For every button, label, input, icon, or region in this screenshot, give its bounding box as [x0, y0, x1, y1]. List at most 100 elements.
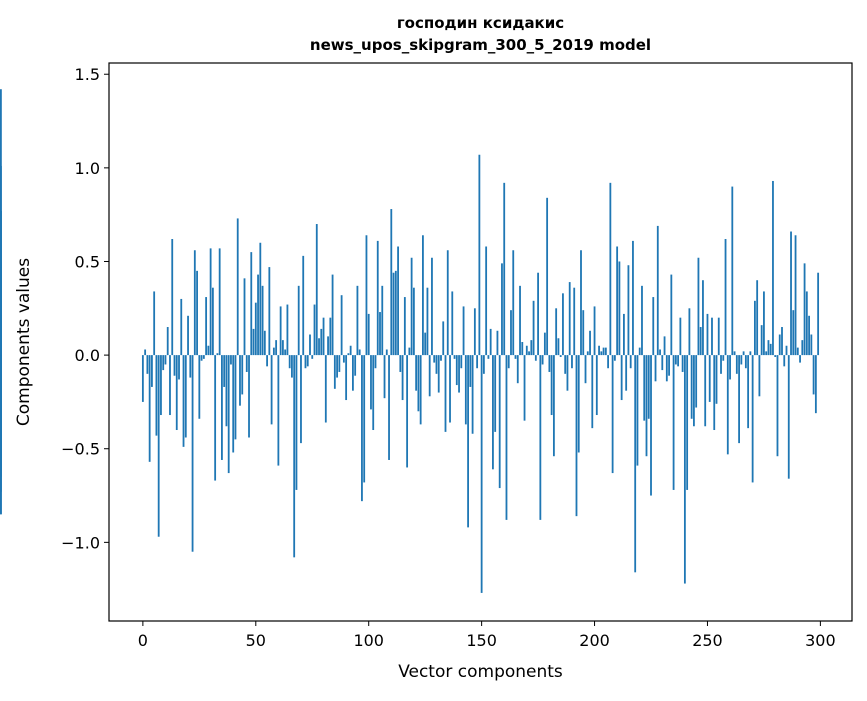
- bar: [266, 355, 268, 367]
- bar: [708, 355, 711, 402]
- bar: [665, 355, 668, 382]
- bar: [433, 355, 436, 363]
- bar: [591, 355, 594, 429]
- x-tick-label: 0: [138, 631, 148, 650]
- bar: [198, 355, 201, 419]
- bar: [171, 239, 174, 356]
- bar: [686, 355, 689, 490]
- bar: [817, 272, 820, 356]
- bar: [803, 263, 806, 356]
- bar: [546, 197, 549, 356]
- bar: [636, 355, 639, 466]
- bar: [751, 355, 754, 483]
- bar: [286, 304, 289, 356]
- bar: [485, 246, 488, 356]
- bar: [322, 317, 325, 356]
- bar: [487, 355, 490, 359]
- bar: [408, 347, 411, 356]
- bar: [801, 340, 804, 356]
- bar: [733, 351, 736, 356]
- bar: [744, 355, 747, 369]
- bar: [724, 239, 727, 356]
- bar: [453, 355, 456, 359]
- bar: [338, 355, 341, 372]
- bar: [541, 355, 544, 365]
- bar: [489, 328, 492, 356]
- bar: [410, 257, 413, 356]
- bar: [304, 355, 307, 369]
- bar: [365, 235, 368, 356]
- bar: [776, 355, 779, 457]
- bar: [293, 355, 296, 558]
- bar: [306, 355, 309, 367]
- bar: [774, 355, 777, 357]
- bar: [205, 297, 208, 356]
- y-tick-label: −0.5: [61, 440, 100, 459]
- bar: [315, 224, 318, 356]
- bar: [232, 355, 235, 453]
- bar: [157, 355, 160, 537]
- bar: [722, 355, 725, 361]
- bar: [674, 355, 677, 365]
- bar: [670, 274, 673, 356]
- bar: [272, 347, 275, 356]
- bar: [431, 257, 433, 356]
- bar: [548, 355, 551, 372]
- bar: [363, 355, 366, 483]
- bar: [794, 235, 797, 356]
- bar: [796, 347, 799, 356]
- bar: [661, 355, 664, 371]
- bar: [620, 355, 623, 401]
- bar: [467, 355, 469, 528]
- bar: [623, 313, 625, 356]
- y-tick-label: 1.5: [75, 65, 100, 84]
- bar: [367, 313, 370, 356]
- bar: [227, 355, 230, 474]
- bar: [706, 313, 709, 356]
- bar: [435, 355, 438, 374]
- bar: [313, 304, 316, 356]
- bar: [383, 355, 386, 399]
- bar: [810, 334, 813, 356]
- bar: [166, 327, 169, 356]
- bar: [254, 302, 257, 356]
- bar: [713, 355, 716, 431]
- bar: [501, 263, 503, 356]
- bar: [257, 274, 259, 356]
- bar: [275, 340, 278, 356]
- bar: [480, 355, 483, 593]
- bar: [697, 257, 700, 356]
- bar: [672, 355, 675, 490]
- bar: [607, 355, 609, 369]
- bar: [295, 355, 298, 490]
- bars-group: [0, 89, 820, 593]
- bar: [281, 340, 284, 356]
- bar: [514, 355, 517, 359]
- bar: [753, 300, 756, 356]
- bar: [656, 225, 659, 356]
- bar: [711, 317, 713, 356]
- bar: [740, 355, 743, 365]
- bar: [311, 355, 314, 359]
- bar: [415, 355, 418, 391]
- bar: [277, 355, 280, 466]
- bar: [401, 355, 404, 401]
- bar: [426, 287, 429, 356]
- bar: [525, 345, 528, 356]
- bar: [638, 347, 641, 356]
- bar: [473, 308, 476, 356]
- bar: [516, 355, 519, 384]
- bar: [160, 355, 162, 416]
- bar: [690, 355, 693, 419]
- bar: [318, 338, 320, 356]
- bar: [327, 336, 329, 356]
- y-tick-label: 1.0: [75, 159, 100, 178]
- bar: [358, 349, 361, 356]
- bar: [534, 355, 537, 361]
- bar: [458, 355, 460, 393]
- bar: [155, 355, 158, 436]
- bar: [324, 355, 327, 423]
- bar: [209, 248, 212, 356]
- bar: [399, 355, 402, 372]
- bar: [248, 355, 250, 438]
